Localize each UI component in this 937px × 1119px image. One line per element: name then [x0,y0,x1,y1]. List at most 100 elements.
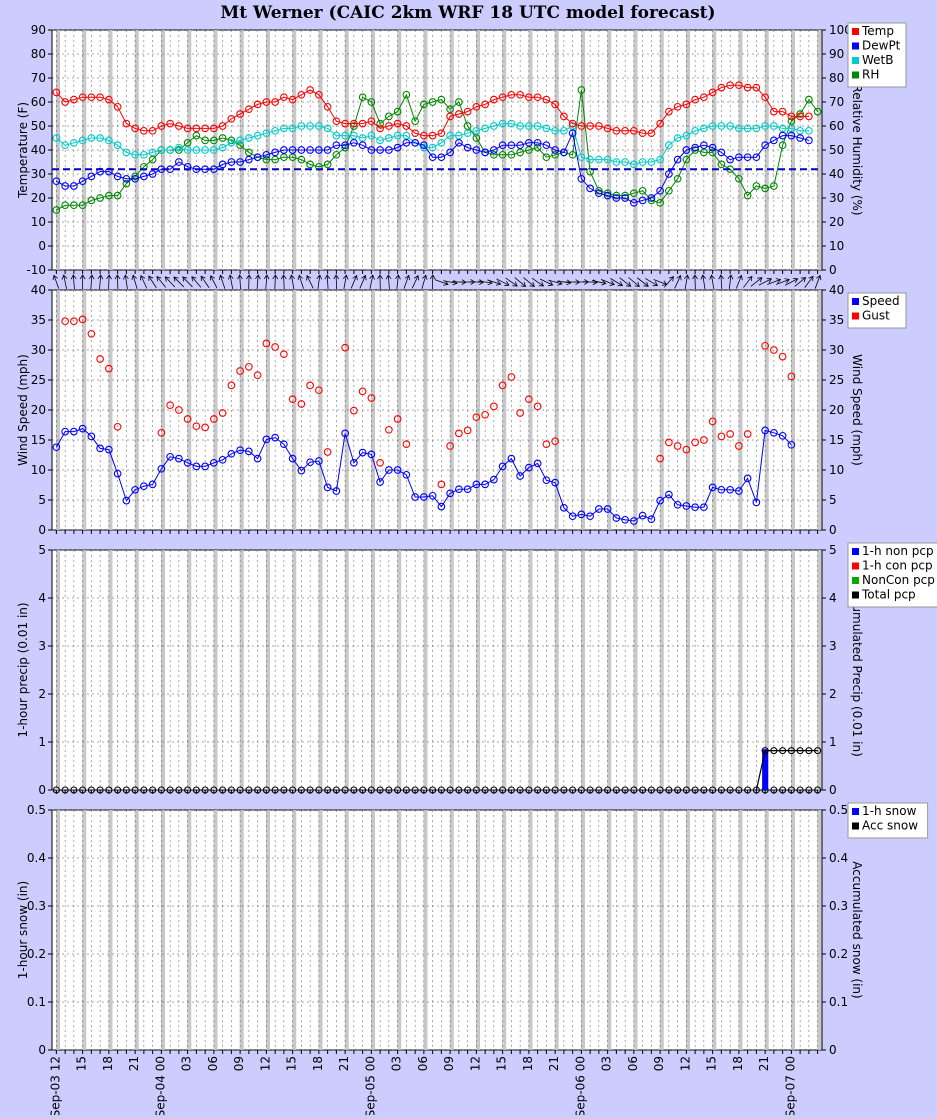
wind-direction-arrow [218,275,227,290]
arrow-shaft [275,275,276,289]
xtick-label: 03 [600,1056,614,1071]
xtick-label: 09 [652,1056,666,1071]
ytick-label-left: 70 [31,71,46,85]
wind-direction-arrow [52,275,61,290]
arrow-shaft [284,275,285,289]
xtick-label: 03 [180,1056,194,1071]
ylabel: 1-hour snow (in) [16,881,30,979]
y2tick-label: 0 [829,263,837,277]
wind-direction-arrow [297,275,306,290]
wind-direction-arrow [709,275,716,290]
wind-direction-arrow [289,275,296,290]
ytick-label-right: 3 [829,639,837,653]
wind-direction-arrow [281,275,287,289]
wind-direction-arrow [131,275,140,290]
plot-area [52,810,822,1050]
legend-item: Total pcp [861,588,916,602]
wind-direction-arrow [208,275,219,290]
legend-swatch [852,298,859,305]
legend-swatch [852,808,859,815]
ytick-label-right: 30 [829,343,844,357]
wind-direction-arrow [402,275,411,290]
ytick-label-left: 20 [31,191,46,205]
y2label: Accumulated snow (in) [850,861,864,998]
legend-item: 1-h snow [862,804,917,818]
xtick-label: Sep-03 12 [48,1056,62,1115]
legend-item: Acc snow [862,819,918,833]
y2tick-label: 50 [829,143,844,157]
ytick-label-left: 2 [38,687,46,701]
ytick-label-left: 30 [31,343,46,357]
wind-direction-arrow [115,275,120,289]
arrow-shaft [192,277,201,288]
wind-direction-arrow [237,275,243,289]
arrow-shaft [266,275,267,289]
ytick-label-right: 5 [829,543,837,557]
ytick-label-right: 0.1 [829,995,848,1009]
arrow-shaft [257,275,258,289]
xtick-label: 18 [311,1056,325,1071]
ylabel: 1-hour precip (0.01 in) [16,602,30,737]
wind-direction-arrow [718,275,724,289]
wind-direction-arrow [123,275,130,290]
wind-direction-arrow [386,275,392,289]
ytick-label-left: 0.1 [27,995,46,1009]
chart-title: Mt Werner (CAIC 2km WRF 18 UTC model for… [220,3,715,23]
xtick-label: 06 [416,1056,430,1071]
ytick-label-left: 60 [31,95,46,109]
wind-direction-arrow [61,275,69,290]
ytick-label-right: 0.4 [829,851,848,865]
arrow-shaft [165,277,175,287]
arrow-shaft [109,275,110,289]
legend-item: 1-h con pcp [862,559,933,573]
wind-direction-arrow [246,275,251,289]
wind-direction-arrow [410,275,420,290]
ytick-label-right: 0.5 [829,803,848,817]
xtick-label: 21 [127,1056,141,1071]
ytick-label-left: 0.5 [27,803,46,817]
wind-direction-arrow [486,278,501,287]
ytick-label-right: 4 [829,591,837,605]
xtick-label: 12 [258,1056,272,1071]
y2tick-label: 40 [829,167,844,181]
xtick-label: 18 [101,1056,115,1071]
wind-direction-arrow [358,275,368,290]
xtick-label: 18 [731,1056,745,1071]
wind-direction-arrow [71,275,77,289]
wind-direction-arrow [334,275,340,289]
legend-swatch [852,43,859,50]
ytick-label-right: 5 [829,493,837,507]
y2tick-label: 60 [829,119,844,133]
y2tick-label: 10 [829,239,844,253]
wind-direction-arrow [813,275,823,290]
xtick-label: 21 [757,1056,771,1071]
xtick-label: Sep-05 00 [363,1056,377,1115]
legend-item: NonCon pcp [862,573,935,587]
xtick-label: 18 [521,1056,535,1071]
arrow-shaft [721,275,722,289]
y2label: Wind Speed (mph) [850,354,864,466]
ytick-label-left: 10 [31,215,46,229]
y2tick-label: 20 [829,215,844,229]
panel-temperature: -100102030405060708090010203040506070809… [16,23,864,277]
xtick-label: 15 [75,1056,89,1071]
xtick-label: 09 [232,1056,246,1071]
xtick-label: 15 [705,1056,719,1071]
xtick-label: Sep-07 00 [783,1056,797,1115]
wind-direction-arrow [228,275,236,290]
legend-item: RH [862,68,879,82]
wind-direction-arrow [672,275,682,290]
legend-swatch [852,72,859,79]
arrow-shaft [91,275,92,289]
wind-direction-arrow [727,275,734,289]
wind-direction-arrow [683,275,690,290]
wind-direction-arrow [272,275,278,289]
arrow-shaft [336,275,337,289]
wind-direction-arrow [97,275,103,289]
wind-direction-arrow [349,275,359,290]
wind-direction-arrow [734,275,744,290]
xtick-label: 09 [442,1056,456,1071]
